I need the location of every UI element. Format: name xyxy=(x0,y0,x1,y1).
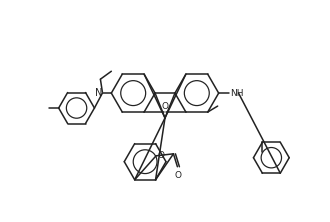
Text: O: O xyxy=(157,151,164,160)
Text: N: N xyxy=(95,88,102,98)
Text: O: O xyxy=(161,102,169,111)
Text: O: O xyxy=(175,171,182,180)
Text: NH: NH xyxy=(231,89,244,98)
